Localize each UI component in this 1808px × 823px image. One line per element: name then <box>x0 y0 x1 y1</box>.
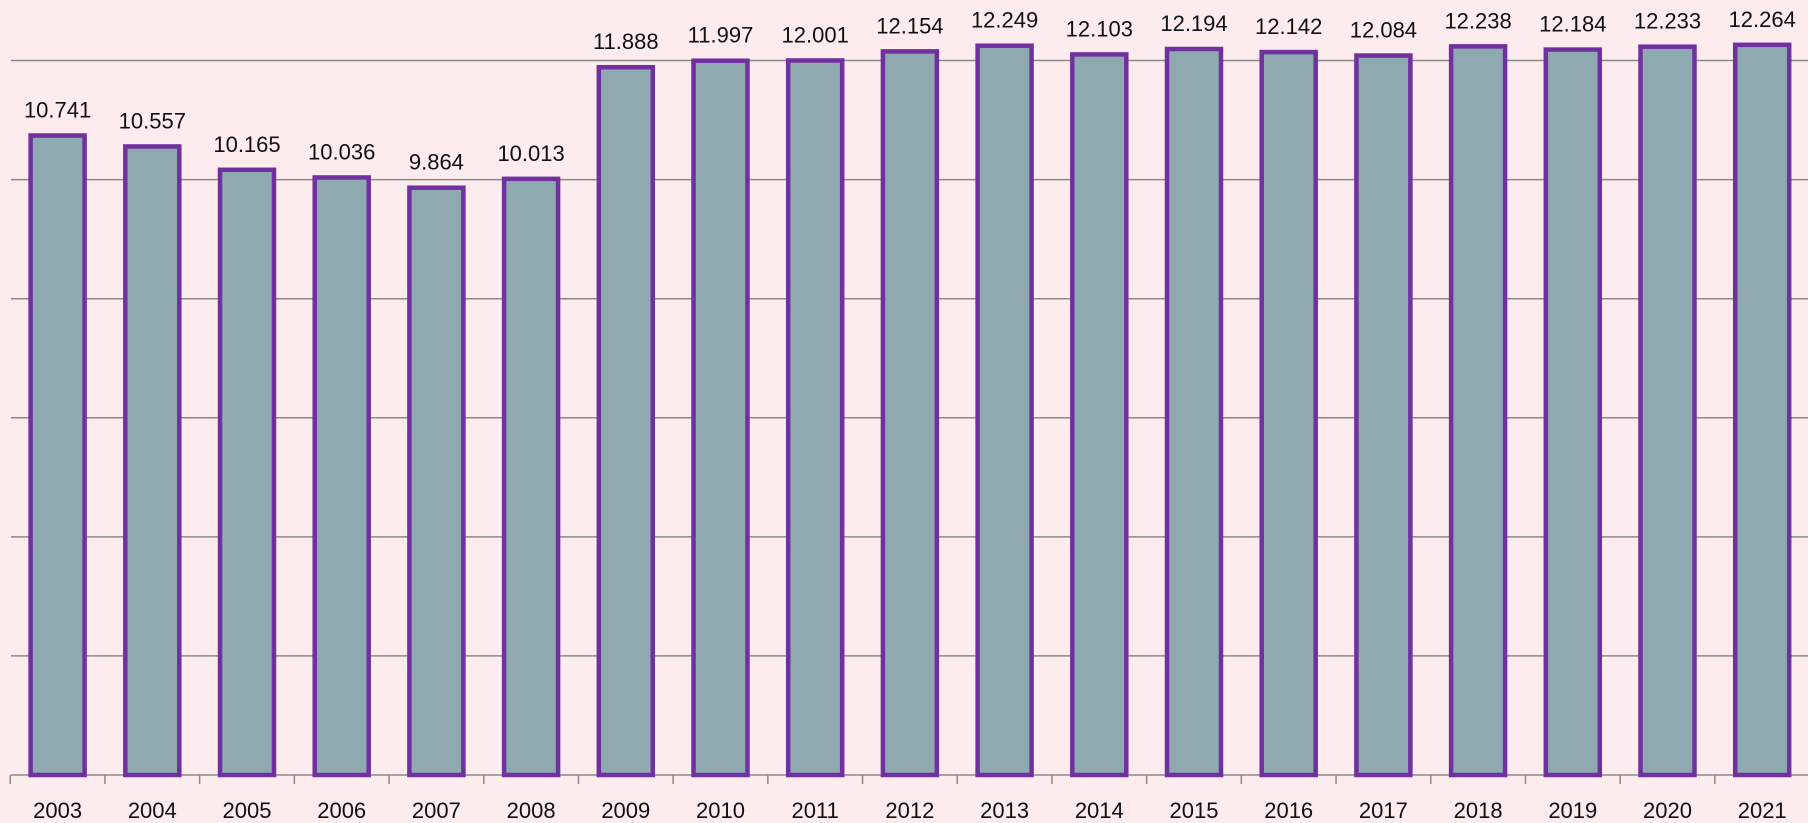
bar <box>1448 44 1508 778</box>
data-label: 12.154 <box>876 13 943 38</box>
data-label: 12.142 <box>1255 14 1322 39</box>
data-label: 12.249 <box>971 8 1038 33</box>
bar <box>501 176 561 778</box>
bar <box>28 133 87 778</box>
x-tick-label: 2006 <box>317 798 366 823</box>
data-label: 12.233 <box>1634 9 1701 34</box>
x-tick-label: 2008 <box>507 798 556 823</box>
x-tick-label: 2003 <box>33 798 82 823</box>
data-label: 9.864 <box>409 150 464 175</box>
data-label: 12.184 <box>1539 12 1606 37</box>
x-tick-label: 2012 <box>885 798 934 823</box>
x-tick-label: 2004 <box>128 798 177 823</box>
bar <box>1259 49 1318 778</box>
x-tick-label: 2013 <box>980 798 1029 823</box>
x-tick-label: 2018 <box>1454 798 1503 823</box>
data-label: 11.888 <box>593 29 659 54</box>
x-tick-label: 2014 <box>1075 798 1124 823</box>
x-tick-label: 2009 <box>601 798 650 823</box>
bar <box>1732 42 1792 778</box>
bar <box>880 49 940 778</box>
x-tick-label: 2007 <box>412 798 461 823</box>
bar <box>596 64 656 778</box>
data-label: 12.194 <box>1160 11 1227 36</box>
bar <box>1354 53 1413 778</box>
x-tick-label: 2016 <box>1264 798 1313 823</box>
x-tick-label: 2019 <box>1548 798 1597 823</box>
bar <box>407 185 466 778</box>
data-label: 12.103 <box>1066 16 1133 41</box>
x-tick-label: 2010 <box>696 798 745 823</box>
x-tick-label: 2017 <box>1359 798 1408 823</box>
bar <box>1164 46 1224 778</box>
bar <box>312 175 371 778</box>
bar <box>785 58 845 778</box>
bar <box>691 58 750 778</box>
x-tick-label: 2021 <box>1738 798 1787 823</box>
x-tick-label: 2015 <box>1170 798 1219 823</box>
x-tick-label: 2005 <box>223 798 272 823</box>
data-label: 11.997 <box>688 23 754 48</box>
bar <box>1543 47 1603 778</box>
data-label: 10.013 <box>497 141 564 166</box>
data-label: 10.036 <box>308 139 375 164</box>
bar <box>1638 44 1697 778</box>
x-tick-label: 2020 <box>1643 798 1692 823</box>
x-tick-label: 2011 <box>792 798 839 823</box>
bar <box>1070 52 1129 778</box>
data-label: 12.238 <box>1444 8 1511 33</box>
data-label: 10.741 <box>24 97 91 122</box>
data-label: 12.084 <box>1350 18 1417 43</box>
bar <box>123 144 182 778</box>
data-label: 12.001 <box>782 22 849 47</box>
data-label: 10.165 <box>213 132 280 157</box>
data-label: 10.557 <box>119 108 186 133</box>
bar <box>217 167 277 778</box>
bar <box>975 43 1034 778</box>
data-label: 12.264 <box>1729 7 1796 32</box>
